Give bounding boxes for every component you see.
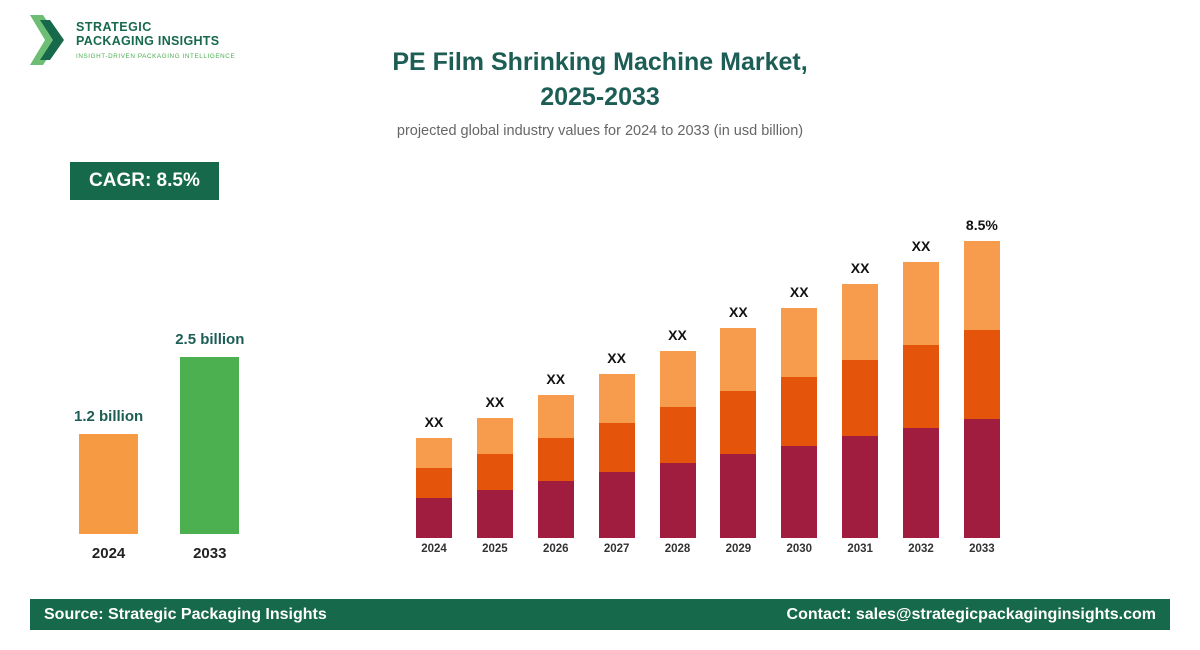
cagr-badge: CAGR: 8.5% xyxy=(70,162,219,200)
page-subtitle: projected global industry values for 202… xyxy=(396,123,804,139)
segment-top xyxy=(903,262,939,345)
page-title: PE Film Shrinking Machine Market, 2025-2… xyxy=(0,45,1200,115)
segment-top xyxy=(537,395,574,438)
bar-value-label: XX xyxy=(485,394,505,410)
axis-tick-label: 2033 xyxy=(193,545,227,562)
segment-top xyxy=(963,241,1000,330)
stacked-column: XX 2030 xyxy=(777,284,821,555)
axis-tick-label: 2026 xyxy=(542,543,569,555)
segment-top xyxy=(720,328,757,391)
bar-value-label: XX xyxy=(850,260,870,276)
segment-middle xyxy=(537,438,574,481)
comparison-chart: 1.2 billion 2024 2.5 billion 2033 xyxy=(74,331,244,562)
segment-bottom xyxy=(720,454,757,538)
axis-tick-label: 2031 xyxy=(847,543,873,555)
stacked-column: XX 2028 xyxy=(656,327,700,555)
comparison-bar xyxy=(79,434,139,534)
logo-text: STRATEGIC PACKAGING INSIGHTS INSIGHT-DRI… xyxy=(76,14,235,60)
footer-bar: Source: Strategic Packaging Insights Con… xyxy=(30,599,1170,630)
title-line2: 2025-2033 xyxy=(540,83,660,111)
axis-tick-label: 2025 xyxy=(482,543,508,555)
stacked-bar xyxy=(842,284,879,538)
header: PE Film Shrinking Machine Market, 2025-2… xyxy=(0,45,1200,139)
segment-middle xyxy=(659,407,696,463)
stacked-bar xyxy=(963,241,1000,538)
comparison-column: 1.2 billion 2024 xyxy=(74,408,143,562)
bar-value-label: XX xyxy=(729,304,748,320)
segment-middle xyxy=(416,468,452,498)
axis-tick-label: 2029 xyxy=(725,543,752,555)
segment-bottom xyxy=(598,472,635,538)
brand-logo: STRATEGIC PACKAGING INSIGHTS INSIGHT-DRI… xyxy=(30,14,235,66)
bar-value-label: 1.2 billion xyxy=(74,408,144,425)
bar-value-label: XX xyxy=(424,414,444,430)
logo-line1: STRATEGIC xyxy=(76,20,152,34)
stacked-bar xyxy=(416,438,452,538)
segment-top xyxy=(416,438,452,468)
bar-value-label: XX xyxy=(546,371,566,387)
stacked-bar xyxy=(476,418,513,538)
axis-tick-label: 2030 xyxy=(786,543,813,555)
segment-top xyxy=(781,308,818,377)
segment-top xyxy=(842,284,879,360)
bar-value-label: XX xyxy=(789,284,809,300)
segment-bottom xyxy=(659,463,696,538)
stacked-bar xyxy=(720,328,757,538)
segment-middle xyxy=(720,391,757,454)
segment-bottom xyxy=(903,428,939,538)
comparison-column: 2.5 billion 2033 xyxy=(175,331,244,562)
axis-tick-label: 2024 xyxy=(91,545,126,562)
stacked-column: XX 2029 xyxy=(716,304,760,555)
segment-middle xyxy=(781,377,818,446)
stacked-column: XX 2031 xyxy=(838,260,882,555)
segment-middle xyxy=(903,345,939,428)
stacked-column: XX 2025 xyxy=(473,394,517,555)
stacked-column: XX 2032 xyxy=(899,238,943,555)
stacked-bar xyxy=(659,351,696,538)
stacked-chart: XX 2024 XX 2025 XX 2026 XX 2027 XX 2028 XX 2029 XX 20… xyxy=(412,217,1004,555)
segment-top xyxy=(598,374,635,423)
title-line1: PE Film Shrinking Machine Market, xyxy=(392,48,808,76)
bar-value-label: XX xyxy=(607,350,626,366)
stacked-column: XX 2027 xyxy=(595,350,639,555)
stacked-bar xyxy=(598,374,635,538)
footer-contact: Contact: sales@strategicpackaginginsight… xyxy=(786,605,1156,623)
segment-bottom xyxy=(416,498,452,538)
logo-chevron-icon xyxy=(30,15,64,65)
axis-tick-label: 2028 xyxy=(664,543,691,555)
axis-tick-label: 2033 xyxy=(969,543,995,555)
stacked-column: XX 2024 xyxy=(412,414,456,555)
logo-line2: PACKAGING INSIGHTS xyxy=(76,34,220,48)
footer-source: Source: Strategic Packaging Insights xyxy=(44,605,327,623)
bar-value-label: 8.5% xyxy=(965,217,998,233)
axis-tick-label: 2027 xyxy=(603,543,630,555)
bar-value-label: XX xyxy=(911,238,931,254)
segment-bottom xyxy=(476,490,513,538)
segment-bottom xyxy=(842,436,879,538)
segment-bottom xyxy=(781,446,818,538)
bar-value-label: XX xyxy=(668,327,687,343)
stacked-column: 8.5% 2033 xyxy=(960,217,1004,555)
axis-tick-label: 2024 xyxy=(421,543,447,555)
stacked-column: XX 2026 xyxy=(534,371,578,555)
segment-bottom xyxy=(537,481,574,538)
bar-value-label: 2.5 billion xyxy=(175,331,245,348)
stacked-bar xyxy=(537,395,574,538)
segment-middle xyxy=(842,360,879,436)
segment-middle xyxy=(476,454,513,490)
axis-tick-label: 2032 xyxy=(908,543,934,555)
segment-middle xyxy=(598,423,635,472)
segment-top xyxy=(659,351,696,407)
segment-bottom xyxy=(963,419,1000,538)
logo-tagline: INSIGHT-DRIVEN PACKAGING INTELLIGENCE xyxy=(76,53,236,60)
stacked-bar xyxy=(903,262,939,538)
segment-top xyxy=(476,418,513,454)
stacked-bar xyxy=(781,308,818,538)
comparison-bar xyxy=(180,357,240,534)
segment-middle xyxy=(963,330,1000,419)
